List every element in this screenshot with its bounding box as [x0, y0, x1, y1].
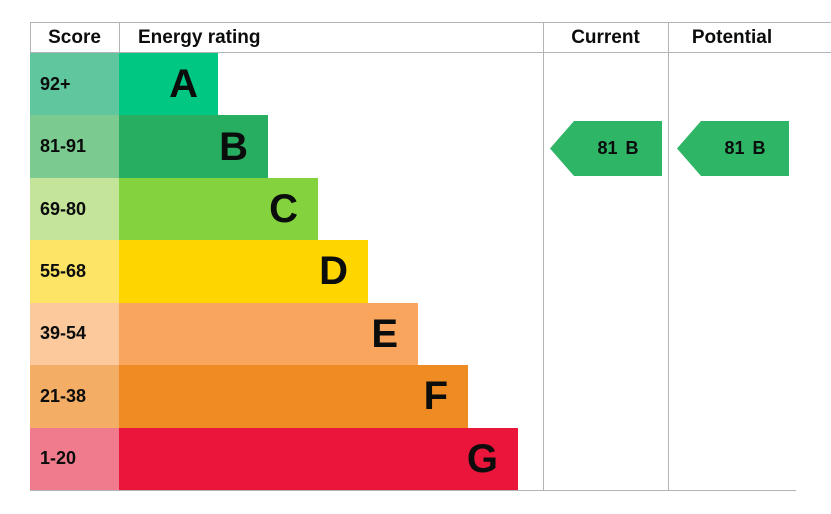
divider-bottom	[30, 490, 796, 492]
potential-rating-arrow: 81 B	[677, 121, 789, 176]
band-g-letter: G	[466, 436, 498, 481]
band-d-score: 55-68	[30, 240, 119, 303]
band-e-letter: E	[371, 311, 398, 356]
current-rating-label: 81 B	[597, 138, 639, 158]
band-e-bar: E	[119, 302, 418, 366]
band-d-bar: D	[119, 240, 368, 303]
band-c-score: 69-80	[30, 177, 119, 241]
band-b-score: 81-91	[30, 115, 119, 178]
band-row-f: 21-38 F	[30, 365, 518, 428]
current-rating-arrow: 81 B	[550, 121, 662, 176]
divider-left	[30, 22, 32, 53]
band-row-b: 81-91 B	[30, 115, 518, 178]
band-c-letter: C	[269, 187, 298, 232]
divider-top	[30, 22, 831, 24]
band-row-g: 1-20 G	[30, 427, 518, 490]
column-header-current: Current	[571, 27, 640, 48]
potential-rating-label: 81 B	[724, 138, 766, 158]
rating-bands: 92+ A 81-91 B 69-80 C 55-68 D 39-54	[30, 53, 518, 490]
band-row-a: 92+ A	[30, 53, 518, 116]
band-g-score: 1-20	[30, 427, 119, 490]
band-f-letter: F	[423, 374, 448, 419]
band-e-score: 39-54	[30, 302, 119, 366]
band-f-score: 21-38	[30, 365, 119, 428]
band-row-d: 55-68 D	[30, 240, 518, 303]
band-c-bar: C	[119, 177, 318, 241]
band-a-score: 92+	[30, 53, 119, 116]
band-row-e: 39-54 E	[30, 302, 518, 366]
band-row-c: 69-80 C	[30, 177, 518, 241]
divider-header-bottom	[30, 52, 831, 54]
band-a-bar: A	[119, 53, 218, 116]
band-a-letter: A	[169, 62, 198, 107]
band-f-bar: F	[119, 365, 468, 428]
band-g-bar: G	[119, 427, 518, 490]
column-header-energy-rating: Energy rating	[138, 27, 261, 48]
divider-score-rating	[119, 22, 121, 53]
band-d-letter: D	[319, 249, 348, 294]
divider-current	[543, 22, 545, 491]
divider-potential	[668, 22, 670, 491]
band-b-bar: B	[119, 115, 268, 178]
band-b-letter: B	[219, 124, 248, 169]
column-header-score: Score	[48, 27, 101, 48]
column-header-potential: Potential	[691, 27, 773, 48]
